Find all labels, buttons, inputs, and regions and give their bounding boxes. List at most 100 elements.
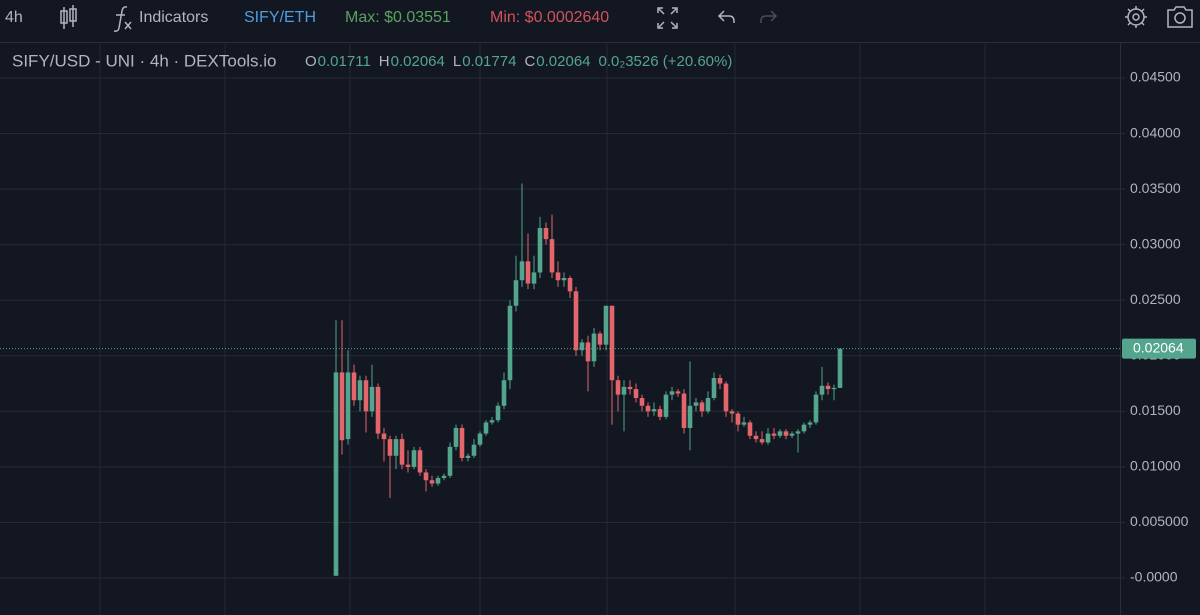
candle-body — [531, 272, 537, 284]
candle-body — [615, 380, 621, 395]
pair-link[interactable]: SIFY/ETH — [244, 9, 316, 26]
candle-body — [825, 385, 831, 390]
candle-body — [741, 422, 747, 425]
y-tick-label: 0.02500 — [1130, 291, 1181, 307]
candle-body — [513, 280, 519, 306]
y-tick-label: 0.01500 — [1130, 402, 1181, 418]
indicators-button[interactable]: Indicators — [139, 9, 208, 26]
last-price-label: 0.02064 — [1133, 339, 1184, 355]
toolbar — [0, 0, 1200, 42]
candle-body — [423, 472, 429, 481]
max-price: Max: $0.03551 — [345, 9, 451, 26]
candle-body — [399, 439, 405, 465]
candle-body — [747, 422, 753, 436]
price-axis — [1120, 43, 1200, 615]
ohlc-legend: O0.01711 H0.02064 L0.01774 C0.02064 0.0₂3526… — [305, 53, 732, 70]
candle-body — [375, 386, 381, 434]
candle-body — [621, 386, 627, 395]
settings-icon[interactable] — [1125, 6, 1147, 28]
candle-body — [657, 409, 663, 417]
candle-body — [411, 450, 417, 467]
candle-body — [771, 433, 777, 436]
candle-body — [549, 239, 555, 273]
ohlc-value: 0.01711 — [318, 53, 371, 70]
candle-body — [435, 478, 441, 484]
min-price: Min: $0.0002640 — [490, 9, 609, 26]
ohlc-key: H — [379, 53, 390, 70]
candle-body — [813, 394, 819, 423]
candle-body — [537, 228, 543, 273]
candle-body — [669, 391, 675, 395]
candle-body — [357, 380, 363, 401]
candle-body — [447, 446, 453, 476]
candle-body — [837, 348, 843, 388]
indicators-icon[interactable] — [113, 6, 132, 32]
candle-body — [543, 228, 549, 240]
candle-body — [729, 411, 735, 414]
candle-body — [381, 433, 387, 440]
candle-body — [567, 278, 573, 292]
ohlc-key: O — [305, 53, 317, 70]
candle-body — [555, 272, 561, 281]
candle-body — [753, 435, 759, 440]
candle-body — [681, 393, 687, 428]
candle-body — [789, 433, 795, 436]
grid — [0, 44, 1120, 615]
y-tick-label: -0.0000 — [1130, 569, 1178, 585]
candle-body — [675, 391, 681, 394]
candle-body — [573, 291, 579, 351]
y-tick-label: 0.03000 — [1130, 235, 1181, 251]
fullscreen-icon[interactable] — [657, 7, 678, 29]
y-tick-label: 0.04500 — [1130, 69, 1181, 85]
candle-body — [561, 278, 567, 281]
candle-body — [801, 424, 807, 432]
y-tick-label: 0.01000 — [1130, 458, 1181, 474]
candle-body — [387, 439, 393, 456]
candle-body — [345, 372, 351, 440]
plot — [0, 183, 1120, 576]
candle-body — [585, 342, 591, 362]
candle-body — [465, 455, 471, 458]
candle-body — [459, 428, 465, 458]
ohlc-key: L — [453, 53, 461, 70]
y-tick-label: 0.04000 — [1130, 124, 1181, 140]
candle-body — [519, 261, 525, 281]
y-tick-label: 0.005000 — [1130, 513, 1189, 529]
screenshot-icon[interactable] — [1167, 6, 1193, 28]
candle-body — [453, 428, 459, 447]
candle-body — [597, 333, 603, 345]
candle-body — [783, 431, 789, 436]
candle-body — [723, 383, 729, 412]
candle-body — [831, 387, 837, 390]
candle-body — [627, 386, 633, 390]
symbol-label: SIFY/USD - UNI · 4h · DEXTools.io — [12, 51, 277, 70]
chart-type-icon[interactable] — [60, 5, 77, 29]
candle-body — [645, 405, 651, 412]
candle-body — [651, 409, 657, 412]
candle-body — [477, 433, 483, 445]
ohlc-value: 0.02064 — [536, 53, 590, 70]
candle-body — [819, 385, 825, 395]
candle-body — [333, 372, 339, 576]
candle-body — [663, 394, 669, 417]
interval-button[interactable]: 4h — [5, 9, 23, 26]
candle-body — [525, 261, 531, 284]
candle-body — [633, 389, 639, 398]
candle-body — [711, 378, 717, 398]
candle-body — [795, 431, 801, 434]
price-axis-labels: 0.04500 0.04000 0.03500 0.03000 0.02500 0.020… — [1120, 69, 1196, 585]
undo-icon[interactable] — [717, 10, 735, 23]
candle-body — [765, 433, 771, 443]
candle-body — [807, 422, 813, 425]
candle-body — [687, 405, 693, 428]
candle-body — [351, 372, 357, 401]
redo-icon[interactable] — [760, 10, 778, 23]
y-tick-label: 0.03500 — [1130, 180, 1181, 196]
candle-body — [705, 398, 711, 412]
candle-body — [471, 444, 477, 456]
candle-body — [393, 439, 399, 456]
candle-body — [339, 372, 345, 441]
